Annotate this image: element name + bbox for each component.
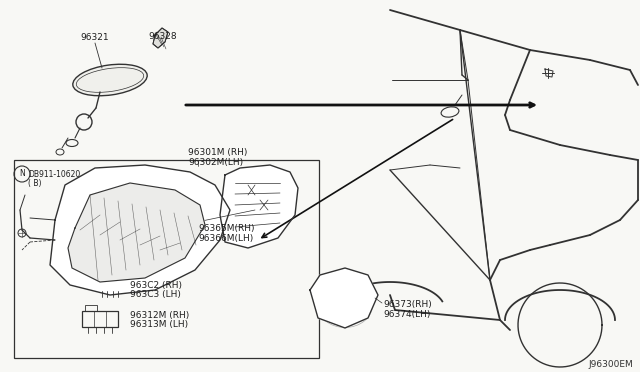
Text: 96374(LH): 96374(LH) xyxy=(383,310,430,319)
Text: 96321: 96321 xyxy=(80,33,109,42)
Ellipse shape xyxy=(73,64,147,96)
Polygon shape xyxy=(50,165,230,295)
Bar xyxy=(258,218,280,230)
Text: ( B): ( B) xyxy=(28,179,42,188)
Polygon shape xyxy=(310,268,378,328)
Polygon shape xyxy=(153,28,168,48)
Bar xyxy=(85,305,97,311)
Polygon shape xyxy=(220,165,298,248)
Text: 96366M(LH): 96366M(LH) xyxy=(198,234,253,243)
Text: 96301M (RH): 96301M (RH) xyxy=(188,148,248,157)
Text: 963C2 (RH): 963C2 (RH) xyxy=(130,281,182,290)
Text: DB911-10620: DB911-10620 xyxy=(28,170,80,179)
Text: 96328: 96328 xyxy=(148,32,177,41)
Text: N: N xyxy=(19,170,25,179)
Text: 96313M (LH): 96313M (LH) xyxy=(130,320,188,329)
Text: 96365M(RH): 96365M(RH) xyxy=(198,224,255,233)
Bar xyxy=(82,311,118,327)
Text: 963C3 (LH): 963C3 (LH) xyxy=(130,290,181,299)
Polygon shape xyxy=(68,183,205,282)
Text: 96312M (RH): 96312M (RH) xyxy=(130,311,189,320)
Bar xyxy=(14,160,319,358)
Text: 96373(RH): 96373(RH) xyxy=(383,300,432,309)
Text: 96302M(LH): 96302M(LH) xyxy=(188,158,243,167)
Bar xyxy=(236,220,254,230)
Text: J96300EM: J96300EM xyxy=(588,360,633,369)
Bar xyxy=(98,277,122,291)
